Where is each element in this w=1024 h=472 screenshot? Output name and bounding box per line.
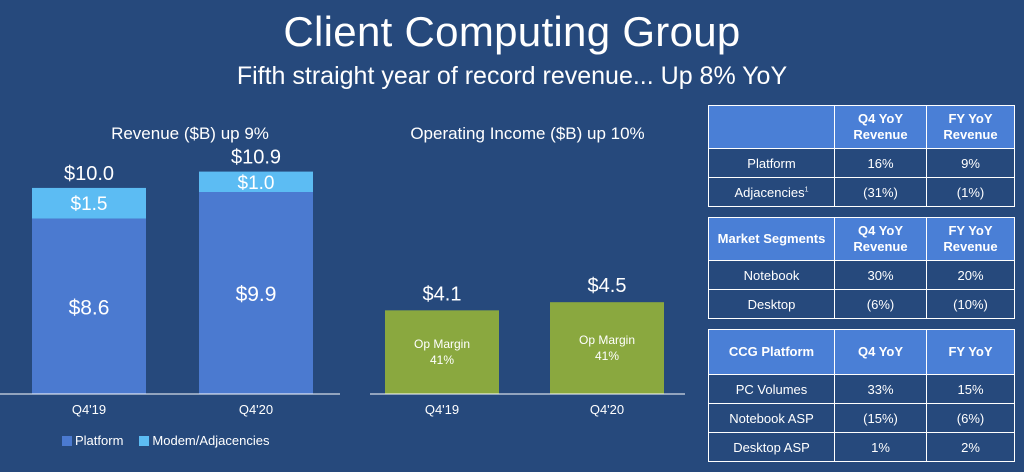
bar-platform <box>32 218 146 394</box>
table-row: Desktop ASP 1% 2% <box>708 432 1015 462</box>
table-header-cell: FY YoY Revenue <box>926 105 1015 149</box>
footnote-mark: 1 <box>804 186 809 194</box>
data-label-modem: $1.0 <box>238 173 275 194</box>
table-header-row: Q4 YoY Revenue FY YoY Revenue <box>708 105 1015 149</box>
table-cell: (15%) <box>834 403 927 433</box>
revenue-chart-title: Revenue ($B) up 9% <box>111 124 269 143</box>
table-row: Platform 16% 9% <box>708 148 1015 178</box>
table-row: Adjacencies1 (31%) (1%) <box>708 177 1015 207</box>
data-label-total: $10.9 <box>231 147 281 169</box>
x-tick-label: Q4'20 <box>239 402 273 417</box>
bar-modem <box>32 187 146 219</box>
table-header-cell <box>708 105 835 149</box>
data-label-op-income: $4.1 <box>423 283 462 305</box>
data-label-op-income: $4.5 <box>588 275 627 297</box>
page-title: Client Computing Group <box>283 8 741 55</box>
table-header-cell: CCG Platform <box>708 329 835 375</box>
table-header-cell: FY YoY <box>926 329 1015 375</box>
bar-inner-label: Op Margin <box>414 337 470 351</box>
stats-tables: Q4 YoY Revenue FY YoY Revenue Platform 1… <box>708 105 1015 472</box>
table-header-cell: Q4 YoY Revenue <box>834 105 927 149</box>
revenue-legend: Platform Modem/Adjacencies <box>62 433 285 448</box>
op-margin-value: 41% <box>430 353 454 367</box>
bar-inner-label: Op Margin <box>579 333 635 347</box>
table-header-cell: Q4 YoY <box>834 329 927 375</box>
bar-op-income <box>385 310 499 394</box>
bar-platform <box>199 192 313 394</box>
legend-swatch-platform <box>62 435 72 446</box>
table-header-cell: FY YoY Revenue <box>926 217 1015 261</box>
ccg-platform-table: CCG Platform Q4 YoY FY YoY PC Volumes 33… <box>708 329 1015 462</box>
legend-item-platform: Platform <box>62 433 123 448</box>
table-cell: (6%) <box>834 289 927 319</box>
table-cell: Notebook <box>708 260 835 290</box>
table-row: Notebook 30% 20% <box>708 260 1015 290</box>
data-label-platform: $8.6 <box>69 296 110 319</box>
legend-item-modem: Modem/Adjacencies <box>139 433 269 448</box>
table-header-cell: Market Segments <box>708 217 835 261</box>
legend-label-platform: Platform <box>75 433 124 448</box>
table-header-cell: Q4 YoY Revenue <box>834 217 927 261</box>
table-row: Notebook ASP (15%) (6%) <box>708 403 1015 433</box>
table-row: PC Volumes 33% 15% <box>708 374 1015 404</box>
x-tick-label: Q4'19 <box>425 402 459 417</box>
data-label-platform: $9.9 <box>236 283 277 306</box>
market-segments-table: Market Segments Q4 YoY Revenue FY YoY Re… <box>708 217 1015 319</box>
table-cell: 2% <box>926 432 1015 462</box>
page-subtitle: Fifth straight year of record revenue...… <box>236 62 788 90</box>
op-margin-value: 41% <box>595 349 619 363</box>
table-cell: 33% <box>834 374 927 404</box>
table-cell: Platform <box>708 148 835 178</box>
x-tick-label: Q4'19 <box>72 402 106 417</box>
table-header-row: CCG Platform Q4 YoY FY YoY <box>708 329 1015 375</box>
op-income-chart: $4.1 Op Margin 41% Q4'19 $4.5 Op Margin 41% Q4'… <box>370 275 685 417</box>
table-cell: (10%) <box>926 289 1015 319</box>
table-cell: Desktop ASP <box>708 432 835 462</box>
legend-swatch-modem <box>139 435 150 446</box>
data-label-modem: $1.5 <box>71 194 108 215</box>
table-cell: 1% <box>834 432 927 462</box>
revenue-yoy-table: Q4 YoY Revenue FY YoY Revenue Platform 1… <box>708 105 1015 207</box>
table-cell: PC Volumes <box>708 374 835 404</box>
revenue-chart: $8.6 $1.5 $10.0 Q4'19 $9.9 $1.0 $10.9 Q4'20 <box>0 147 340 417</box>
table-cell: (1%) <box>926 177 1015 207</box>
table-cell: Adjacencies1 <box>708 177 835 207</box>
legend-label-modem: Modem/Adjacencies <box>152 433 270 448</box>
table-cell: (31%) <box>834 177 927 207</box>
bar-modem <box>199 171 313 192</box>
op-income-chart-title: Operating Income ($B) up 10% <box>410 124 645 143</box>
bar-op-income <box>550 302 664 394</box>
table-cell: (6%) <box>926 403 1015 433</box>
table-cell: Notebook ASP <box>708 403 835 433</box>
table-cell: 30% <box>834 260 927 290</box>
table-cell: 16% <box>834 148 927 178</box>
table-cell: 9% <box>926 148 1015 178</box>
table-cell: Desktop <box>708 289 835 319</box>
table-cell: 15% <box>926 374 1015 404</box>
x-tick-label: Q4'20 <box>590 402 624 417</box>
data-label-total: $10.0 <box>64 163 114 185</box>
table-row: Desktop (6%) (10%) <box>708 289 1015 319</box>
table-cell-text: Adjacencies <box>734 184 805 200</box>
table-cell: 20% <box>926 260 1015 290</box>
table-header-row: Market Segments Q4 YoY Revenue FY YoY Re… <box>708 217 1015 261</box>
